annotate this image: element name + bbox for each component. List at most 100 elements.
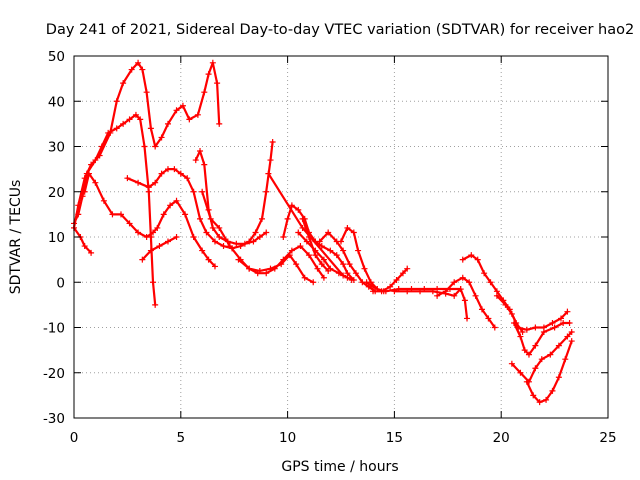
series-arc-13 [316,229,379,295]
data-point-marker [233,240,240,247]
data-point-marker [434,292,441,299]
data-point-marker [190,188,197,195]
data-point-marker [299,224,306,231]
series-arc-1 [71,59,223,231]
x-tick-label: 25 [599,430,616,446]
data-point-marker [468,252,475,259]
data-point-marker [538,356,545,363]
series-arc-4 [81,170,218,270]
data-point-marker [521,347,528,354]
series-arc-18 [434,274,498,331]
data-point-marker [355,247,362,254]
x-axis-label: GPS time / hours [281,459,398,475]
data-point-marker [152,143,159,150]
x-tick-label: 5 [177,430,186,446]
data-point-marker [145,184,152,191]
y-tick-label: -30 [43,411,65,427]
data-point-marker [252,229,259,236]
data-point-marker [404,288,411,295]
data-point-marker [320,274,327,281]
data-point-marker [288,202,295,209]
data-point-marker [158,134,165,141]
data-point-marker [265,170,272,177]
data-point-marker [267,265,274,272]
data-point-marker [393,276,400,283]
series-arc-6 [139,234,180,263]
data-point-marker [179,102,186,109]
data-point-marker [226,243,233,250]
data-point-marker [216,234,223,240]
data-point-marker [173,107,180,114]
data-point-marker [305,252,312,259]
data-point-marker [370,288,377,295]
data-point-marker [186,116,193,123]
data-point-marker [340,261,347,268]
data-point-marker [295,229,302,236]
series-trace [72,61,221,229]
series-trace [72,113,157,306]
data-point-marker [117,211,124,218]
data-point-marker [312,252,319,259]
data-point-marker [333,252,340,259]
data-point-marker [192,157,199,164]
data-point-marker [493,292,500,299]
data-point-marker [171,166,178,173]
data-point-marker [517,369,524,376]
data-point-marker [263,188,270,195]
data-point-marker [126,116,133,123]
data-point-marker [558,315,565,322]
data-point-marker [303,238,310,245]
series-arc-7 [192,148,270,247]
data-point-marker [536,399,543,406]
data-point-marker [532,342,539,349]
data-point-marker [269,138,276,145]
data-point-marker [132,111,139,118]
data-point-marker [549,387,556,394]
data-point-marker [346,261,353,268]
data-point-marker [560,319,567,326]
grid [74,56,608,418]
data-point-marker [209,224,216,231]
data-point-marker [216,224,223,231]
data-point-marker [220,243,227,250]
data-point-marker [150,229,157,236]
data-point-marker [135,179,142,186]
data-point-marker [523,326,530,333]
series-arc-2 [71,111,159,308]
series-arc-23 [523,338,575,406]
data-point-marker [485,315,492,322]
data-point-marker [525,351,532,358]
data-point-marker [88,249,95,256]
data-point-marker [318,261,325,268]
data-point-marker [167,202,174,209]
data-point-marker [113,98,120,105]
series-trace [301,217,330,272]
chart-title: Day 241 of 2021, Sidereal Day-to-day VTE… [46,22,634,38]
data-point-marker [508,360,515,367]
data-point-marker [197,215,204,222]
data-point-marker [100,197,107,204]
data-point-marker [404,265,411,272]
data-point-marker [523,378,530,385]
data-point-marker [301,274,308,281]
data-point-marker [177,170,184,177]
data-point-marker [280,234,287,240]
data-point-marker [205,256,212,263]
data-point-marker [201,89,208,96]
data-point-marker [79,193,86,200]
data-point-marker [160,211,167,218]
data-point-marker [327,247,334,254]
data-point-marker [297,243,304,250]
data-point-marker [472,292,479,299]
data-point-marker [491,324,498,331]
data-point-marker [352,270,359,277]
data-point-marker [267,157,274,164]
data-point-marker [173,197,180,204]
data-point-marker [286,252,293,259]
data-point-marker [417,288,424,295]
data-point-marker [263,229,270,236]
series-arc-17 [391,286,471,322]
series-trace [194,149,268,245]
data-point-marker [278,261,285,268]
data-layer [71,59,575,406]
